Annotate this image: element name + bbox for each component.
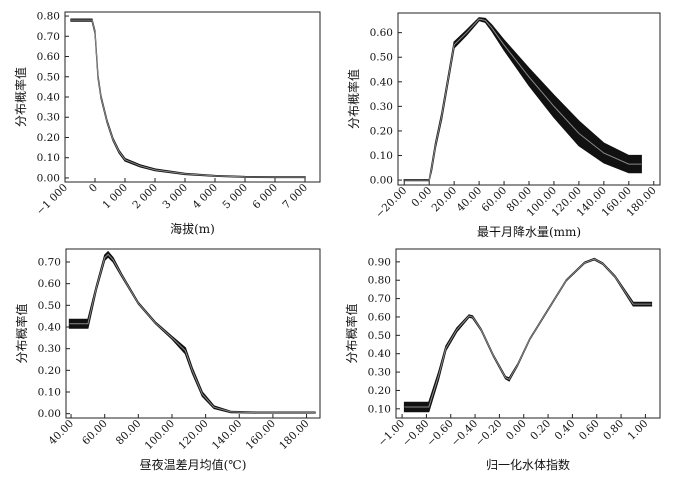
y-tick-label: 0.40 <box>368 348 391 360</box>
y-tick-label: 0.50 <box>370 52 393 64</box>
x-tick-label: 140.00 <box>210 418 244 452</box>
x-tick-label: −0.80 <box>400 418 431 449</box>
x-tick-label: −1.00 <box>376 418 407 449</box>
y-tick-label: 0.20 <box>368 385 391 397</box>
y-tick-label: 0.50 <box>37 71 60 83</box>
y-tick-label: 0.20 <box>38 365 61 377</box>
x-tick-label: 0.60 <box>577 418 602 443</box>
x-tick-label: 20.00 <box>430 185 460 215</box>
x-tick-label: 180.00 <box>277 418 311 452</box>
x-axis-title: 昼夜温差月均值(℃) <box>140 457 247 472</box>
y-tick-label: 0.90 <box>368 256 391 268</box>
x-tick-label: 0.00 <box>504 418 529 443</box>
panel-elevation: 0.00 0.10 0.20 0.30 0.40 0.50 0.60 0.70 0.80 −1 0… <box>13 11 321 236</box>
x-tick-label: 7 000 <box>280 182 310 212</box>
y-tick-label: 0.10 <box>368 403 391 415</box>
y-tick-label: 0.40 <box>370 76 393 88</box>
x-tick-label: 6 000 <box>250 182 280 212</box>
x-tick-label: 100.00 <box>143 418 177 452</box>
y-axis-title: 分布概率值 <box>344 303 359 363</box>
x-tick-label: 0.80 <box>601 418 626 443</box>
x-axis-title: 最干月降水量(mm) <box>477 225 581 239</box>
y-tick-label: 0.40 <box>38 322 61 334</box>
uncertainty-band <box>403 17 642 182</box>
series-line <box>404 258 652 408</box>
x-axis-title: 归一化水体指数 <box>486 457 570 472</box>
y-tick-label: 0.60 <box>37 51 60 63</box>
panel-diurnal: 0.00 0.10 0.20 0.30 0.40 0.50 0.60 0.70 40.00 60.… <box>14 248 321 472</box>
y-tick-label: 0.50 <box>38 300 61 312</box>
uncertainty-band <box>70 18 306 179</box>
series-line <box>71 19 305 178</box>
y-tick-label: 0.20 <box>37 132 60 144</box>
y-tick-label: 0.60 <box>370 27 393 39</box>
x-tick-label: 0.20 <box>528 418 553 443</box>
y-tick-label: 0.00 <box>37 172 60 184</box>
series-line <box>404 18 642 181</box>
x-tick-label: 5 000 <box>220 182 250 212</box>
x-tick-label: 60.00 <box>80 418 110 448</box>
y-tick-label: 0.00 <box>38 408 61 420</box>
x-tick-label: 2 000 <box>130 182 160 212</box>
plot-frame <box>65 248 321 419</box>
y-tick-label: 0.10 <box>37 152 60 164</box>
x-tick-label: −0.40 <box>449 418 480 449</box>
panel-precip: 0.000.100.200.300.400.500.60−20.00 0.0020… <box>346 12 661 239</box>
y-tick-label: 0.40 <box>37 92 60 104</box>
x-tick-label: 40.00 <box>46 418 76 448</box>
x-tick-label: 0 <box>87 182 100 195</box>
y-tick-label: 0.60 <box>368 311 391 323</box>
y-tick-label: 0.50 <box>368 330 391 342</box>
panel-ndwi: 0.10 0.20 0.30 0.40 0.50 0.60 0.70 0.80 0.90 −1.0… <box>344 248 661 472</box>
y-axis-title: 分布概率值 <box>13 67 28 127</box>
x-axis-title: 海拔(m) <box>170 221 215 236</box>
x-tick-label: 1 000 <box>100 182 130 212</box>
uncertainty-band <box>68 250 316 414</box>
y-tick-label: 0.80 <box>368 275 391 287</box>
y-tick-label: 0.30 <box>37 112 60 124</box>
y-tick-label: 0.60 <box>38 278 61 290</box>
x-tick-label: −1 000 <box>34 182 70 218</box>
y-tick-label: 0.20 <box>370 125 393 137</box>
x-tick-label: 120.00 <box>176 418 210 452</box>
y-tick-label: 0.30 <box>38 343 61 355</box>
y-tick-label: 0.10 <box>38 387 61 399</box>
y-tick-label: 0.80 <box>37 11 60 23</box>
x-tick-label: 160.00 <box>244 418 278 452</box>
x-tick-label: 3 000 <box>160 182 190 212</box>
y-tick-label: 0.30 <box>370 101 393 113</box>
x-tick-label: −20.00 <box>373 185 409 221</box>
y-tick-label: 0.10 <box>370 150 393 162</box>
y-tick-label: 0.70 <box>38 257 61 269</box>
x-tick-label: 80.00 <box>114 418 144 448</box>
y-tick-label: 0.70 <box>37 31 60 43</box>
series-line <box>69 253 315 414</box>
y-tick-label: 0.00 <box>370 175 393 187</box>
x-tick-label: 1.00 <box>625 418 650 443</box>
plot-frame <box>64 11 321 183</box>
x-tick-label: −0.20 <box>473 418 504 449</box>
x-tick-label: 4 000 <box>190 182 220 212</box>
y-axis-title: 分布概率值 <box>14 303 29 363</box>
plot-frame <box>395 248 661 419</box>
uncertainty-band <box>403 257 653 413</box>
x-tick-label: 0.40 <box>553 418 578 443</box>
x-tick-label: 60.00 <box>479 185 509 215</box>
y-tick-label: 0.30 <box>368 367 391 379</box>
y-tick-label: 0.70 <box>368 293 391 305</box>
x-tick-label: −0.60 <box>425 418 456 449</box>
y-axis-title: 分布概率值 <box>346 69 361 129</box>
x-tick-label: 40.00 <box>454 185 484 215</box>
